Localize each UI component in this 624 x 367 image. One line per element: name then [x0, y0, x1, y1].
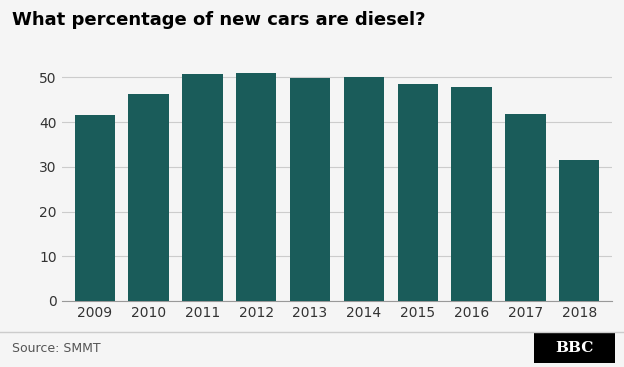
- Bar: [505, 114, 545, 301]
- Text: What percentage of new cars are diesel?: What percentage of new cars are diesel?: [12, 11, 426, 29]
- Text: Source: SMMT: Source: SMMT: [12, 342, 101, 355]
- Bar: [74, 115, 115, 301]
- Bar: [397, 84, 438, 301]
- Bar: [559, 160, 600, 301]
- Bar: [344, 76, 384, 301]
- Bar: [182, 74, 223, 301]
- Bar: [236, 73, 276, 301]
- Bar: [290, 78, 330, 301]
- Text: BBC: BBC: [555, 341, 593, 355]
- Bar: [129, 94, 168, 301]
- Bar: [451, 87, 492, 301]
